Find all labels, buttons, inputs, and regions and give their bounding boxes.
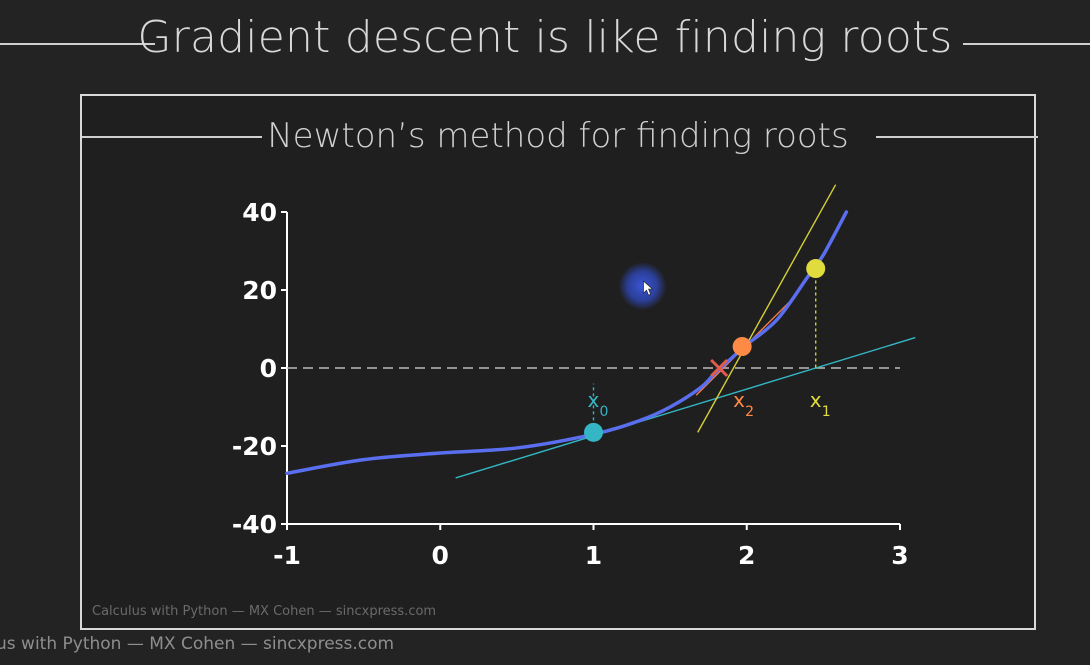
function-curve [285,210,849,476]
x-tick-label: -1 [273,541,301,570]
point-label: x [810,388,822,412]
y-tick-label: 40 [242,198,277,227]
credit-inner: Calculus with Python — MX Cohen — sincxp… [92,604,437,619]
point-label: x [588,388,600,412]
y-tick-label: 0 [260,354,277,383]
root-cross-marker [710,358,729,378]
y-tick-label: -20 [232,432,277,461]
x-tick-label: 3 [891,541,908,570]
chart-panel: Newton’s method for finding roots Calcul… [80,94,1038,630]
x-tick-label: 1 [585,541,602,570]
chart-subtitle: Newton’s method for finding roots [267,116,849,156]
x-tick-label: 2 [738,541,755,570]
cursor-highlight [618,262,667,311]
point-label-subscript: 1 [822,404,831,420]
iterate-point [584,422,603,442]
point-label-subscript: 0 [600,404,609,420]
credit-outer: us with Python — MX Cohen — sincxpress.c… [0,634,395,654]
tangent-line [697,184,837,433]
point-label: x [733,388,745,412]
slide-title: Gradient descent is like finding roots [137,12,953,63]
iterate-point [806,259,826,279]
tangent-line [455,336,916,479]
subtitle-rule-left [82,136,262,138]
mouse-pointer-icon [643,280,654,296]
point-label-subscript: 2 [745,404,754,420]
title-rule-right [963,43,1090,45]
x-tick-label: 0 [432,541,449,570]
y-tick-label: -40 [232,510,277,539]
y-tick-label: 20 [242,276,277,305]
iterate-point [732,337,752,357]
title-rule-left [0,43,155,45]
subtitle-rule-right [876,136,1038,138]
